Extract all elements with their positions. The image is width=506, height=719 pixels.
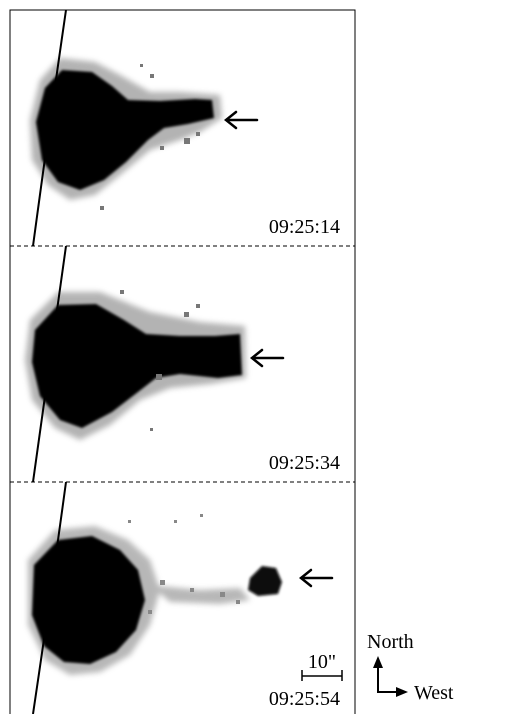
panel-3-speckles: [128, 514, 240, 614]
scale-bar-label: 10": [308, 651, 336, 673]
scale-bar: [301, 670, 343, 681]
compass: North West: [367, 631, 454, 704]
west-arrow-icon: [377, 687, 408, 697]
panel-1-speckles: [100, 64, 200, 210]
panel-2: 09:25:34: [25, 245, 340, 483]
panel-3-knot: [248, 566, 282, 596]
panel-3-arrow-icon: [298, 568, 334, 588]
panel-2-blob: [32, 304, 242, 428]
panel-1-blob: [36, 70, 214, 190]
panel-2-limb-line: [32, 245, 67, 483]
panel-1-arrow-icon: [223, 110, 259, 130]
compass-west-label: West: [414, 682, 454, 704]
panel-1: 09:25:14: [30, 9, 340, 247]
north-arrow-icon: [373, 656, 383, 693]
panel-2-speckles: [120, 290, 200, 431]
panel-1-timestamp: 09:25:14: [269, 216, 340, 238]
panel-1-limb-line: [32, 9, 67, 247]
panel-2-timestamp: 09:25:34: [269, 452, 340, 474]
compass-north-label: North: [367, 631, 414, 653]
panel-3: 10" 09:25:54: [28, 481, 343, 715]
panel-3-blob: [32, 536, 145, 664]
panel-3-limb-line: [32, 481, 67, 715]
panel-3-timestamp: 09:25:54: [269, 688, 340, 710]
panel-frame: [9, 9, 356, 719]
panel-2-arrow-icon: [249, 348, 285, 368]
